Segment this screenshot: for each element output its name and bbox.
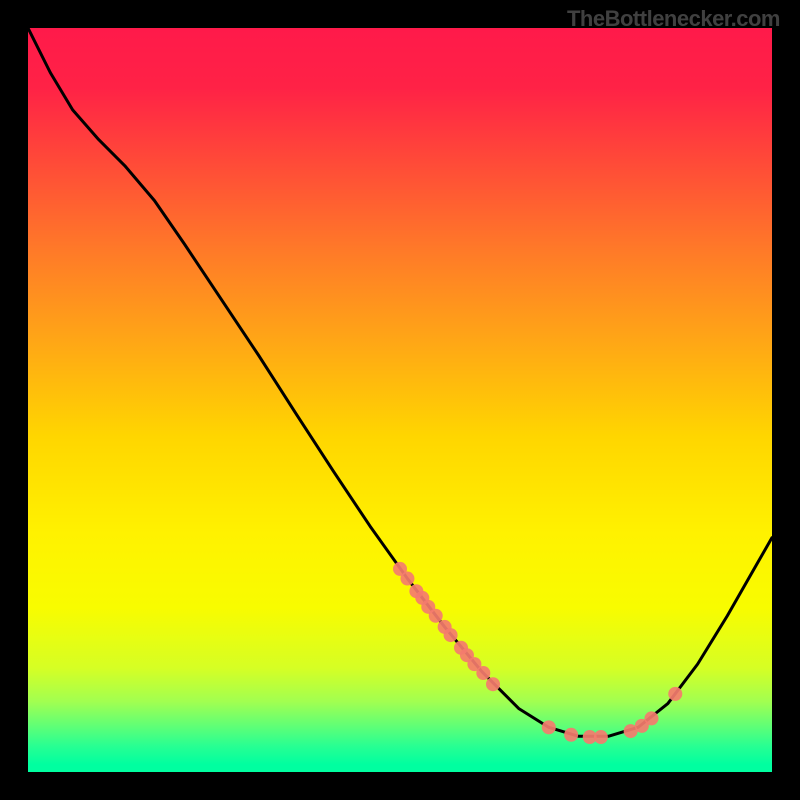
data-point bbox=[486, 677, 500, 691]
chart-root: TheBottlenecker.com bbox=[0, 0, 800, 800]
chart-svg bbox=[28, 28, 772, 772]
gradient-background bbox=[28, 28, 772, 772]
data-point bbox=[668, 687, 682, 701]
data-point bbox=[444, 628, 458, 642]
data-point bbox=[542, 720, 556, 734]
data-point bbox=[400, 572, 414, 586]
plot-area bbox=[28, 28, 772, 772]
data-point bbox=[644, 711, 658, 725]
data-point bbox=[594, 730, 608, 744]
data-point bbox=[564, 728, 578, 742]
data-point bbox=[476, 666, 490, 680]
data-point bbox=[429, 609, 443, 623]
watermark-text: TheBottlenecker.com bbox=[567, 6, 780, 32]
